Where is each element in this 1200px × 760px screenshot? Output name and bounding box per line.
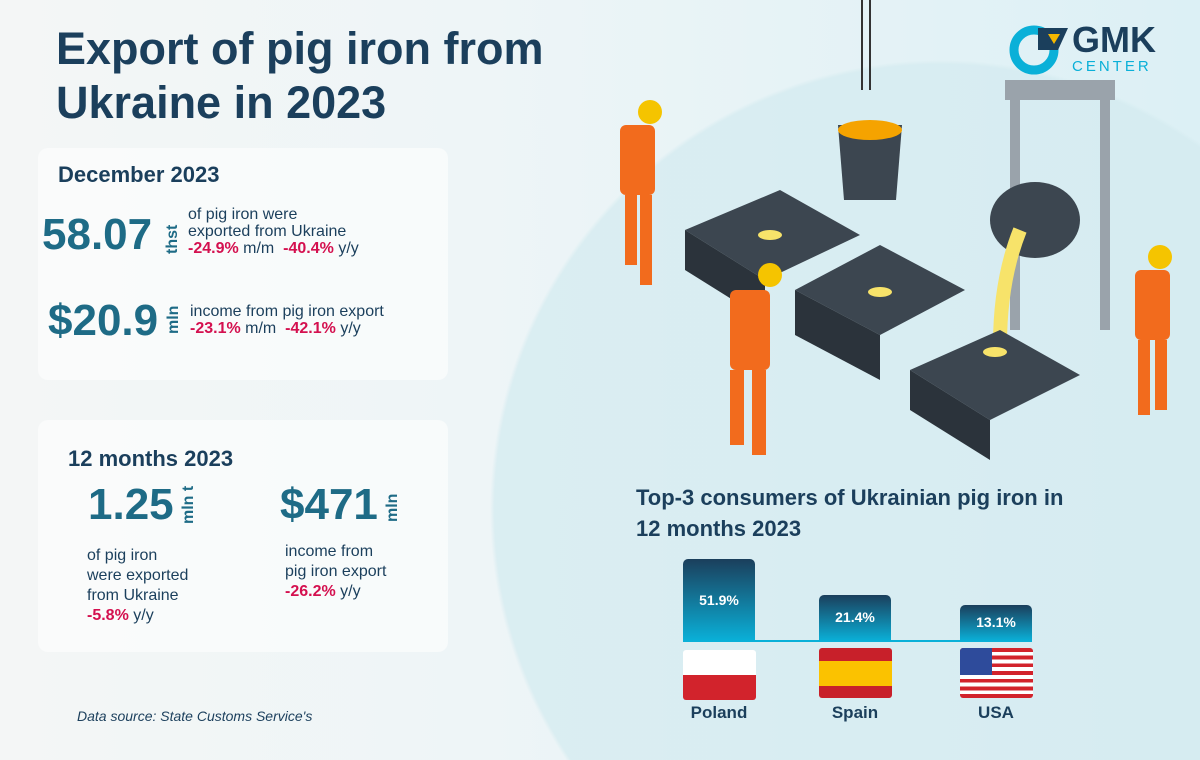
- bar-value-label: 21.4%: [835, 609, 875, 626]
- december-volume-unit: thst: [164, 224, 181, 254]
- december-volume-desc: of pig iron were exported from Ukraine -2…: [188, 206, 359, 257]
- bar-poland: 51.9%: [683, 558, 755, 641]
- year-volume-unit: mln t: [180, 485, 197, 524]
- december-card: [38, 148, 448, 380]
- december-income-desc: income from pig iron export -23.1% m/m -…: [190, 303, 384, 337]
- december-income-value: $20.9: [48, 296, 159, 345]
- flag-usa-icon: [960, 648, 1033, 698]
- year-income-desc: income from pig iron export -26.2% y/y: [285, 543, 387, 600]
- foundry-illustration: [620, 0, 1172, 460]
- year-volume-desc: of pig iron were exported from Ukraine -5.…: [87, 547, 189, 624]
- december-volume-value: 58.07: [42, 210, 153, 259]
- year-card: [38, 420, 448, 652]
- category-label-usa: USA: [978, 703, 1014, 722]
- logo-text: GMK: [1072, 18, 1156, 60]
- december-heading: December 2023: [58, 162, 220, 187]
- bar-value-label: 13.1%: [976, 614, 1016, 631]
- flag-spain-icon: [819, 648, 892, 698]
- data-source: Data source: State Customs Service's: [77, 708, 313, 724]
- logo-subtext: CENTER: [1072, 57, 1152, 75]
- gmk-logo: GMK CENTER: [1008, 20, 1156, 76]
- flag-poland-icon: [683, 650, 756, 700]
- chart-baseline: [683, 640, 1032, 642]
- logo-icon: [1009, 25, 1068, 75]
- category-label-spain: Spain: [831, 703, 879, 722]
- category-label-poland: Poland: [690, 703, 748, 722]
- year-heading: 12 months 2023: [68, 446, 234, 471]
- year-income-unit: mln: [384, 493, 401, 522]
- year-income-value: $471: [280, 480, 378, 529]
- bar-usa: 13.1%: [960, 605, 1032, 641]
- page-title: Export of pig iron from Ukraine in 2023: [56, 23, 544, 128]
- bar-value-label: 51.9%: [699, 591, 739, 608]
- december-income-unit: mln: [165, 305, 182, 334]
- bar-spain: 21.4%: [819, 595, 891, 641]
- chart-title: Top-3 consumers of Ukrainian pig iron in…: [636, 485, 1064, 541]
- year-volume-value: 1.25: [88, 480, 174, 529]
